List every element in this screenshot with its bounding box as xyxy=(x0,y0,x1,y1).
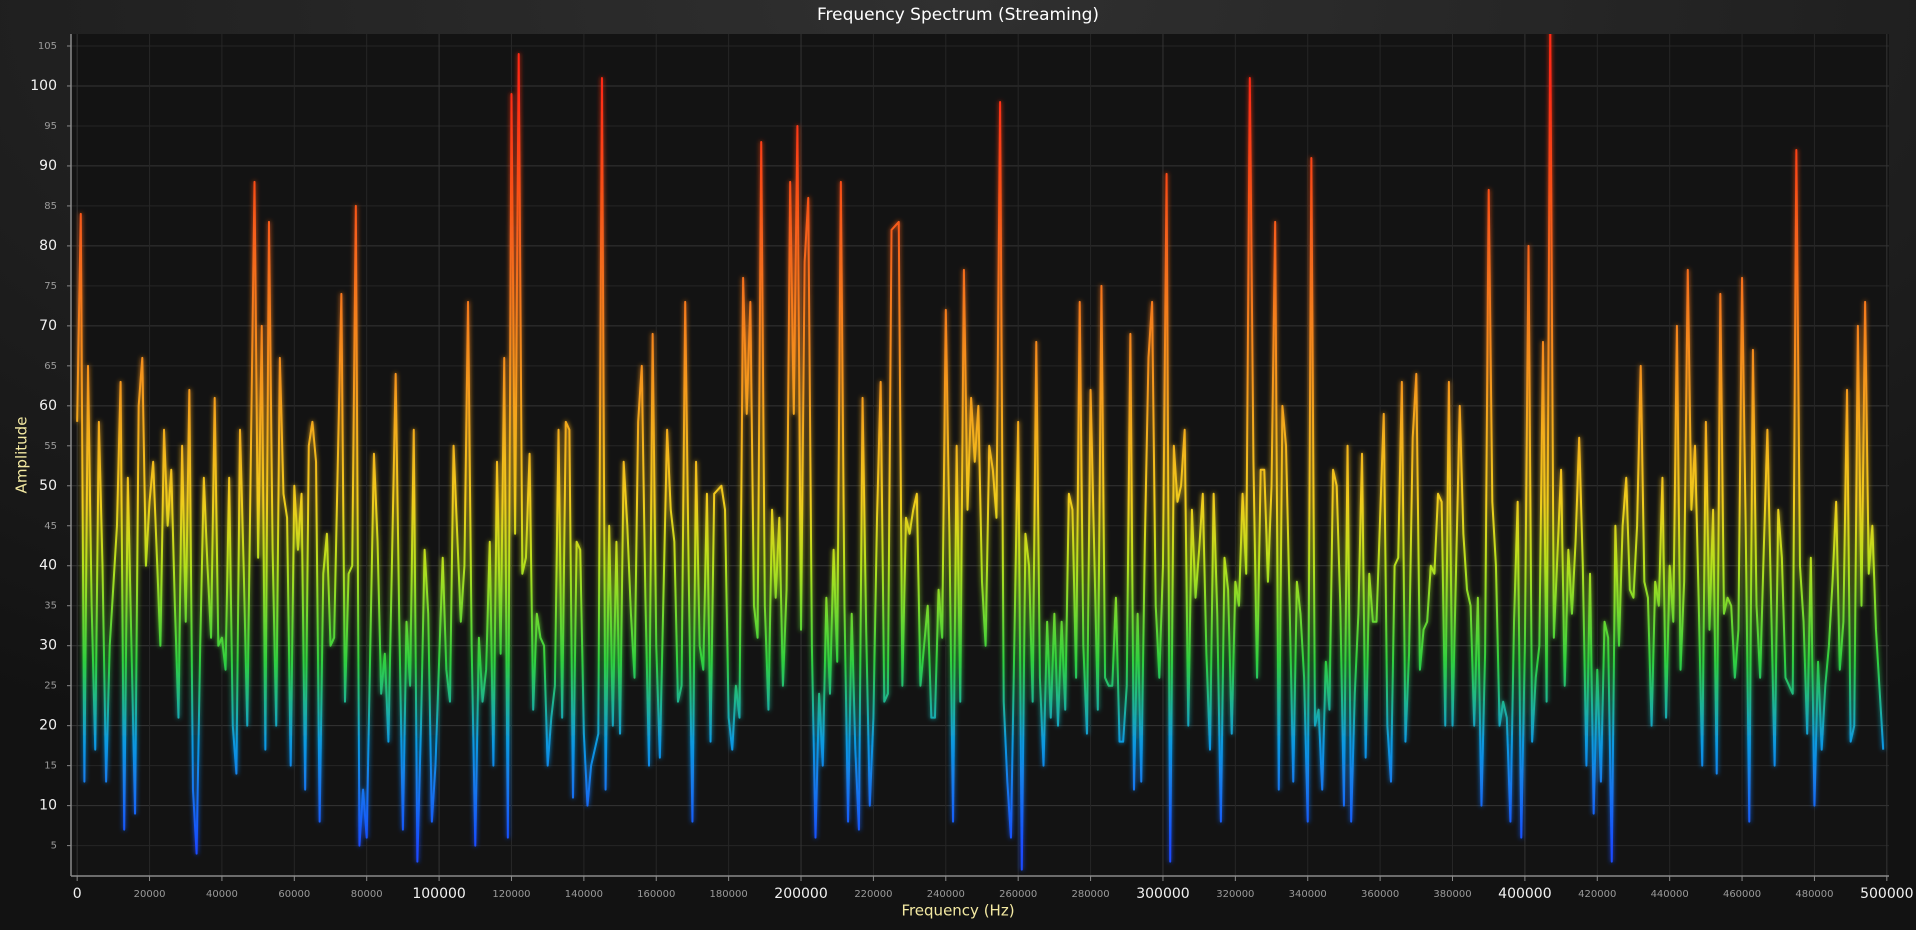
x-tick-label: 320000 xyxy=(1216,889,1254,900)
y-tick-label: 80 xyxy=(39,238,57,254)
x-tick-label: 240000 xyxy=(927,889,965,900)
x-tick-label: 160000 xyxy=(637,889,675,900)
x-tick-label: 280000 xyxy=(1071,889,1109,900)
x-tick-label: 100000 xyxy=(412,886,465,902)
x-tick-label: 120000 xyxy=(492,889,530,900)
y-tick-label: 105 xyxy=(38,41,57,52)
x-tick-label: 400000 xyxy=(1498,886,1551,902)
x-tick-label: 300000 xyxy=(1136,886,1189,902)
x-tick-label: 480000 xyxy=(1795,889,1833,900)
x-tick-label: 260000 xyxy=(999,889,1037,900)
series xyxy=(76,34,1885,871)
x-tick-label: 180000 xyxy=(710,889,748,900)
y-tick-label: 45 xyxy=(44,521,57,532)
x-tick-label: 40000 xyxy=(206,889,238,900)
y-tick-label: 5 xyxy=(51,841,57,852)
x-tick-label: 380000 xyxy=(1433,889,1471,900)
y-tick-label: 20 xyxy=(39,718,57,734)
y-tick-label: 75 xyxy=(44,281,57,292)
x-tick-label: 440000 xyxy=(1651,889,1689,900)
y-tick-label: 55 xyxy=(44,441,57,452)
ticks: 5 10 15 20 25 30 35 40 45 50 55 60 65 70 75 80 85 90 95 100… xyxy=(30,41,1913,902)
x-tick-label: 20000 xyxy=(134,889,166,900)
x-tick-label: 500000 xyxy=(1860,886,1913,902)
y-tick-label: 70 xyxy=(39,318,57,334)
x-tick-label: 60000 xyxy=(278,889,310,900)
y-tick-label: 100 xyxy=(30,78,57,94)
y-tick-label: 40 xyxy=(39,558,57,574)
y-tick-label: 10 xyxy=(39,798,57,814)
x-tick-label: 80000 xyxy=(351,889,383,900)
x-tick-label: 140000 xyxy=(565,889,603,900)
y-tick-label: 85 xyxy=(44,201,57,212)
y-axis-title: Amplitude xyxy=(13,417,31,494)
y-tick-label: 60 xyxy=(39,398,57,414)
x-tick-label: 0 xyxy=(73,886,82,902)
x-tick-label: 200000 xyxy=(774,886,827,902)
x-tick-label: 420000 xyxy=(1578,889,1616,900)
y-tick-label: 95 xyxy=(44,121,57,132)
x-axis-title: Frequency (Hz) xyxy=(901,902,1014,920)
x-tick-label: 460000 xyxy=(1723,889,1761,900)
y-tick-label: 25 xyxy=(44,681,57,692)
y-tick-label: 90 xyxy=(39,158,57,174)
y-tick-label: 30 xyxy=(39,638,57,654)
y-tick-label: 50 xyxy=(39,478,57,494)
y-tick-label: 15 xyxy=(44,761,57,772)
y-tick-label: 65 xyxy=(44,361,57,372)
y-tick-label: 35 xyxy=(44,601,57,612)
x-tick-label: 360000 xyxy=(1361,889,1399,900)
x-tick-label: 340000 xyxy=(1289,889,1327,900)
x-tick-label: 220000 xyxy=(854,889,892,900)
spectrum-line xyxy=(76,34,1885,871)
chart-title: Frequency Spectrum (Streaming) xyxy=(817,5,1099,25)
